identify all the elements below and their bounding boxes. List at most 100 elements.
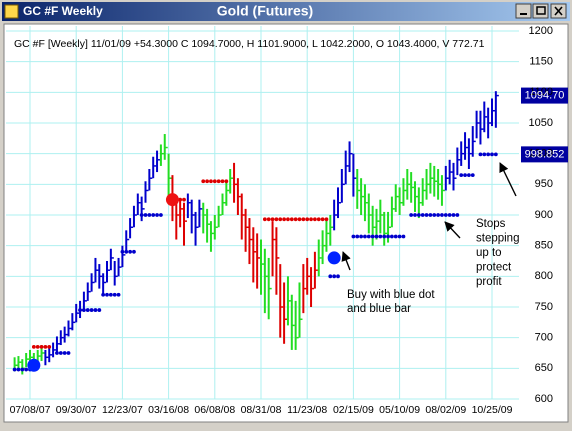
stop-dot [336, 274, 340, 279]
stop-dot [35, 344, 40, 349]
stop-dot [132, 249, 136, 254]
stop-dot [378, 234, 383, 239]
plot-area [3, 23, 569, 423]
annotation: Stops [476, 218, 506, 230]
chart-title: Gold (Futures) [217, 3, 313, 19]
y-tick-label: 1200 [529, 25, 553, 37]
stop-dot [31, 344, 36, 349]
stop-dot [332, 274, 337, 279]
stop-dot [274, 217, 279, 222]
y-tick-label: 950 [535, 178, 553, 190]
stop-dot [432, 213, 437, 217]
stop-dot [366, 234, 371, 239]
stop-dot [205, 179, 210, 184]
y-tick-label: 600 [535, 393, 553, 405]
arrow [341, 251, 351, 271]
stop-dot [328, 274, 333, 279]
stop-dot [108, 292, 113, 297]
stop-dot [24, 367, 29, 372]
stop-dot [455, 213, 460, 217]
window-buttons [515, 3, 567, 19]
stop-dot [58, 351, 63, 355]
y-tick-label: 1150 [529, 56, 553, 68]
x-tick-label: 06/08/08 [194, 404, 235, 416]
stop-dot [436, 213, 440, 217]
stop-dot [66, 351, 71, 355]
app-icon [4, 4, 19, 19]
stop-dot [413, 213, 417, 217]
stop-dot [128, 249, 133, 254]
x-tick-label: 09/30/07 [56, 404, 97, 416]
stop-dot [147, 213, 152, 217]
stop-dot [482, 152, 487, 157]
annotation: stepping [476, 233, 519, 245]
stop-dot [370, 234, 375, 239]
y-tick-label: 900 [535, 209, 553, 221]
stop-dot [47, 344, 52, 349]
stop-dot [270, 217, 275, 222]
stop-dot [55, 351, 59, 355]
stop-dot [159, 213, 163, 217]
stop-dot [351, 234, 356, 239]
stop-dot [201, 179, 206, 184]
stop-dot [467, 173, 471, 178]
title-bar [2, 2, 570, 21]
stop-dot [82, 308, 86, 312]
stop-dot [428, 213, 433, 217]
stop-dot [493, 152, 498, 157]
stop-dot [451, 213, 456, 217]
annotation: and blue bar [347, 303, 411, 315]
arrow [444, 221, 461, 239]
stop-dot [105, 292, 109, 297]
stop-dot [363, 234, 367, 239]
signal-dot [327, 251, 341, 265]
stop-dot [89, 308, 94, 312]
stop-dot [93, 308, 98, 312]
stop-dot [97, 308, 102, 312]
stop-dot [355, 234, 360, 239]
y-tick-label: 650 [535, 362, 553, 374]
stop-dot [289, 217, 294, 222]
stop-dot [313, 217, 317, 222]
stop-dot [386, 234, 390, 239]
stop-dot [220, 179, 225, 184]
stop-dot [85, 308, 90, 312]
signal-dot [165, 193, 179, 207]
stop-dot [397, 234, 402, 239]
stop-dot [486, 152, 491, 157]
stop-dot [209, 179, 213, 184]
stop-dot [39, 344, 44, 349]
annotation: profit [476, 276, 502, 288]
stop-dot [416, 213, 421, 217]
stop-dot [120, 249, 125, 254]
stop-dot [401, 234, 406, 239]
stop-dot [43, 344, 48, 349]
minimize-button[interactable] [515, 3, 532, 19]
x-tick-label: 08/02/09 [425, 404, 466, 416]
arrow [499, 162, 517, 197]
stop-dot [112, 292, 117, 297]
x-tick-label: 10/25/09 [472, 404, 513, 416]
stop-dot [293, 217, 298, 222]
stop-dot [12, 367, 17, 372]
stop-dot [470, 173, 475, 178]
stop-dot [124, 249, 129, 254]
x-tick-label: 08/31/08 [241, 404, 282, 416]
stop-dot [16, 367, 21, 372]
stop-dot [459, 173, 464, 178]
stop-dot [62, 351, 67, 355]
stop-dot [478, 152, 483, 157]
y-tick-label: 800 [535, 270, 553, 282]
stop-dot [420, 213, 425, 217]
stop-dot [463, 173, 467, 178]
annotation: Buy with blue dot [347, 289, 435, 301]
x-tick-label: 12/23/07 [102, 404, 143, 416]
marks [12, 87, 568, 375]
stop-dot [440, 213, 444, 217]
y-tick-label: 700 [535, 332, 553, 344]
price-label: 1094.70 [525, 89, 565, 101]
stop-dot [139, 213, 144, 217]
info-line: GC #F [Weekly] 11/01/09 +54.3000 C 1094.… [14, 38, 485, 50]
x-tick-label: 07/08/07 [10, 404, 51, 416]
